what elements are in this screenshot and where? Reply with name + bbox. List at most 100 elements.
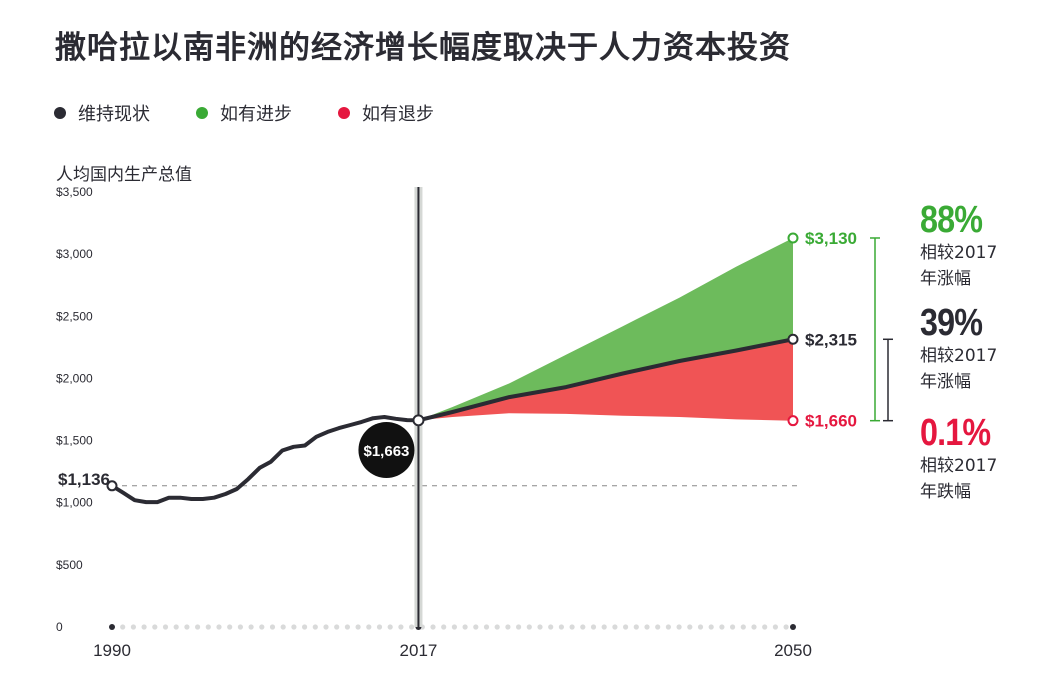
x-axis-dot: [601, 624, 607, 630]
progress-area: [418, 238, 793, 421]
badge-2017: [358, 422, 415, 478]
x-axis-dot: [537, 624, 543, 630]
x-tick-label: 1990: [93, 641, 131, 660]
x-axis-dot: [633, 624, 639, 630]
end-progress-label: $3,130: [805, 229, 857, 248]
x-axis-dot: [344, 624, 350, 630]
x-axis-dot: [548, 624, 554, 630]
range-brackets: [870, 237, 893, 422]
x-axis-dot: [152, 624, 158, 630]
pct-status-quo: 39%: [920, 302, 983, 344]
y-tick-label: $3,500: [56, 185, 93, 199]
x-axis-dot: [376, 624, 383, 630]
summary-regress: 0.1% 相较2017 年跌幅: [920, 413, 1003, 505]
x-axis-dot: [227, 624, 233, 630]
x-axis-dot: [751, 624, 757, 630]
legend-item-progress: 如有进步: [196, 100, 292, 126]
x-axis-dot: [526, 624, 532, 630]
legend-label-regress: 如有退步: [362, 104, 434, 125]
x-axis-dot: [173, 624, 179, 630]
x-axis-dot: [730, 624, 736, 630]
x-axis-dot: [162, 624, 169, 630]
x-axis-dot: [130, 624, 136, 630]
pct-regress: 0.1%: [920, 412, 991, 454]
x-axis-dot: [708, 624, 714, 630]
x-axis-dot: [483, 624, 490, 630]
x-axis-dot: [184, 624, 190, 630]
legend: 维持现状 如有进步 如有退步: [54, 100, 480, 126]
x-axis-dot: [655, 624, 661, 630]
x-axis-dot: [676, 624, 682, 630]
x-axis-dot: [494, 624, 500, 630]
y-tick-label: $500: [56, 558, 83, 572]
y-axis-label: 人均国内生产总值: [56, 165, 192, 185]
status-quo-line: [417, 337, 794, 423]
x-axis-dot: [644, 624, 650, 630]
x-axis-dot: [612, 624, 618, 630]
x-axis-dot: [623, 624, 629, 630]
x-axis-dot: [740, 624, 746, 630]
x-tick-label: 2017: [400, 641, 438, 660]
x-axis-dot: [516, 624, 522, 630]
x-axis-dot: [302, 624, 308, 630]
x-axis-dot: [687, 624, 693, 630]
legend-label-status-quo: 维持现状: [78, 104, 150, 125]
pct-progress-label-1: 相较2017: [920, 243, 998, 263]
x-axis-labels: 1990 2017 2050: [93, 641, 812, 660]
x-tick-label: 2050: [774, 641, 812, 660]
x-axis-dot: [259, 624, 265, 630]
x-axis-tick-dot: [109, 624, 115, 630]
summary-status-quo: 39% 相较2017 年涨幅: [920, 303, 997, 395]
x-axis-dot: [719, 624, 725, 630]
x-axis-dot: [120, 624, 126, 630]
x-axis-dot: [505, 624, 511, 630]
x-axis-dot: [473, 624, 479, 630]
y-tick-label: $2,500: [56, 309, 93, 323]
x-axis-dot: [323, 624, 329, 630]
y-axis-ticks: 0 $500 $1,000 $1,500 $2,000 $2,500 $3,000 $3,50…: [56, 185, 93, 634]
pct-progress-label-2: 年涨幅: [920, 269, 971, 289]
x-axis-dot: [558, 624, 565, 630]
x-axis-dot: [237, 624, 243, 630]
x-axis-tick-dot: [790, 624, 796, 630]
x-axis-dot: [569, 624, 575, 630]
x-axis-dot: [334, 624, 340, 630]
legend-dot-status-quo: [54, 107, 66, 119]
marker-2017: [412, 414, 425, 427]
x-axis-dot: [398, 624, 404, 630]
regress-area: [418, 339, 793, 421]
legend-label-progress: 如有进步: [220, 104, 292, 125]
legend-dot-progress: [196, 107, 208, 119]
x-axis-dot: [195, 624, 201, 630]
x-axis-dot: [312, 624, 318, 630]
pct-progress: 88%: [920, 199, 983, 241]
x-axis-dot: [269, 624, 276, 630]
end-status-quo-marker: [787, 333, 799, 345]
end-status-quo-label: $2,315: [805, 330, 857, 349]
x-axis-dot: [762, 624, 768, 630]
x-axis-dot: [783, 624, 789, 630]
x-axis-dot: [248, 624, 254, 630]
x-axis-dot: [291, 624, 297, 630]
x-axis-dot: [580, 624, 586, 630]
x-axis-dot: [141, 624, 147, 630]
badge-2017-label: $1,663: [364, 443, 410, 460]
x-axis-dot: [697, 624, 704, 630]
end-markers: $1,136 $1,663 $3,130 $2,315 $1,660: [58, 229, 857, 492]
x-axis-dot: [216, 624, 222, 630]
legend-item-regress: 如有退步: [338, 100, 434, 126]
start-value-label: $1,136: [58, 470, 110, 489]
y-tick-label: $2,000: [56, 371, 93, 385]
summary-progress: 88% 相较2017 年涨幅: [920, 200, 997, 292]
x-axis-dots: [109, 624, 796, 630]
pct-regress-label-1: 相较2017: [920, 456, 998, 476]
x-axis-dot: [430, 624, 436, 630]
x-axis-dot: [387, 624, 393, 630]
legend-dot-regress: [338, 107, 350, 119]
y-tick-label: 0: [56, 620, 63, 634]
historical-line: [110, 415, 421, 505]
end-regress-marker: [787, 415, 799, 427]
legend-item-status-quo: 维持现状: [54, 100, 150, 126]
y-tick-label: $3,000: [56, 247, 93, 261]
